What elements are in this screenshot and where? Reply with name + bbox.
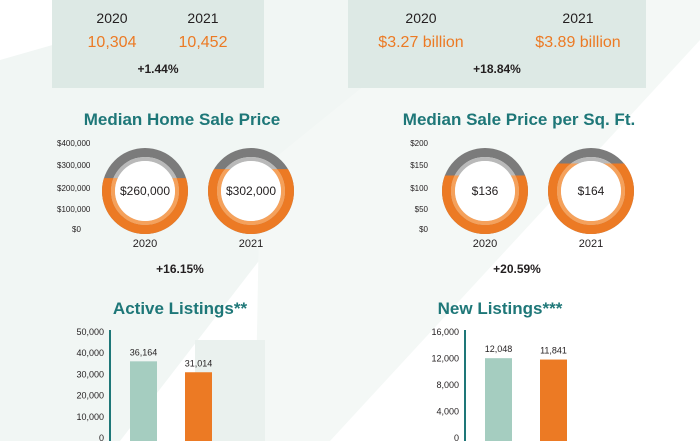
bar-2020 xyxy=(485,358,512,441)
bar-2021 xyxy=(540,359,567,441)
donut-2021 xyxy=(548,148,634,234)
active-listings-chart: 50,000 40,000 30,000 20,000 10,000 0 36,164 31,… xyxy=(76,327,213,441)
y-tick-label: 30,000 xyxy=(76,369,104,379)
donut-value-fill xyxy=(548,163,634,234)
new-listings-title: New Listings*** xyxy=(437,299,563,318)
bar-value-label: 12,048 xyxy=(485,344,513,354)
year-2021-label: 2021 xyxy=(562,10,594,26)
axis-tick: $0 xyxy=(419,225,428,234)
y-tick-label: 4,000 xyxy=(436,407,459,417)
axis-tick: $200,000 xyxy=(57,184,91,193)
year-2021-label: 2021 xyxy=(187,10,219,26)
donut-value-label: $136 xyxy=(471,184,499,198)
change-label: +18.84% xyxy=(473,62,521,76)
change-label: +16.15% xyxy=(156,262,204,276)
year-label: 2021 xyxy=(238,238,264,250)
y-tick-label: 8,000 xyxy=(436,380,459,390)
donut-value-inner xyxy=(451,175,519,225)
new-listings-chart: 16,000 12,000 8,000 4,000 0 12,048 11,841 xyxy=(431,327,567,441)
donut-value-ring xyxy=(208,169,294,234)
donut-value-label: $302,000 xyxy=(225,184,277,198)
axis-tick: $400,000 xyxy=(57,139,91,148)
donut-2021 xyxy=(208,148,294,234)
donut-hole xyxy=(455,161,515,221)
donut-value-ring xyxy=(442,175,528,234)
year-label: 2020 xyxy=(472,238,498,250)
change-label: +20.59% xyxy=(493,262,541,276)
y-tick-label: 0 xyxy=(454,433,459,441)
y-tick-label: 20,000 xyxy=(76,391,104,401)
year-label: 2020 xyxy=(132,238,158,250)
axis-tick: $200 xyxy=(410,139,428,148)
year-2020-label: 2020 xyxy=(405,10,437,26)
value-2020: $3.27 billion xyxy=(378,34,464,51)
donut-value-inner xyxy=(557,163,625,225)
active-listings-title: Active Listings** xyxy=(112,299,248,318)
dollar-volume-box: 2020 2021 $3.27 billion $3.89 billion +1… xyxy=(348,0,646,88)
y-tick-label: 10,000 xyxy=(76,412,104,422)
bar-value-label: 31,014 xyxy=(185,358,213,368)
donut-hole xyxy=(115,161,175,221)
donut-value-label: $260,000 xyxy=(119,184,171,198)
bar-2021 xyxy=(185,372,212,441)
donut-hole xyxy=(221,161,281,221)
donut-value-inner xyxy=(217,169,285,225)
donut-value-fill xyxy=(442,175,528,234)
axis-tick: $300,000 xyxy=(57,161,91,170)
donut-value-fill xyxy=(208,169,294,234)
y-tick-label: 40,000 xyxy=(76,348,104,358)
median-price-title: Median Home Sale Price xyxy=(83,110,281,129)
y-tick-label: 12,000 xyxy=(431,354,459,364)
donut-value-ring xyxy=(102,178,188,234)
homes-sold-box: 2020 2021 10,304 10,452 +1.44% xyxy=(52,0,264,88)
change-label: +1.44% xyxy=(137,62,179,76)
axis-tick: $100 xyxy=(410,184,428,193)
bar-value-label: 11,841 xyxy=(540,346,567,356)
axis-tick: $100,000 xyxy=(57,205,91,214)
axis-tick: $0 xyxy=(72,225,81,234)
donut-value-label: $164 xyxy=(577,184,605,198)
y-tick-label: 16,000 xyxy=(431,327,459,337)
year-2020-label: 2020 xyxy=(96,10,128,26)
donut-value-fill xyxy=(102,178,188,234)
y-tick-label: 0 xyxy=(99,433,104,441)
bar-2020 xyxy=(130,361,157,441)
y-tick-label: 50,000 xyxy=(76,327,104,337)
bar-value-label: 36,164 xyxy=(130,347,158,357)
donut-value-inner xyxy=(111,178,179,225)
value-2021: $3.89 billion xyxy=(535,34,621,51)
axis-tick: $150 xyxy=(410,161,428,170)
value-2021: 10,452 xyxy=(178,34,228,51)
donut-value-ring xyxy=(548,163,634,234)
value-2020: 10,304 xyxy=(87,34,137,51)
donut-2020 xyxy=(102,148,188,234)
axis-tick: $50 xyxy=(414,205,428,214)
year-label: 2021 xyxy=(578,238,604,250)
price-per-sqft-title: Median Sale Price per Sq. Ft. xyxy=(402,110,636,129)
donut-2020 xyxy=(442,148,528,234)
donut-hole xyxy=(561,161,621,221)
